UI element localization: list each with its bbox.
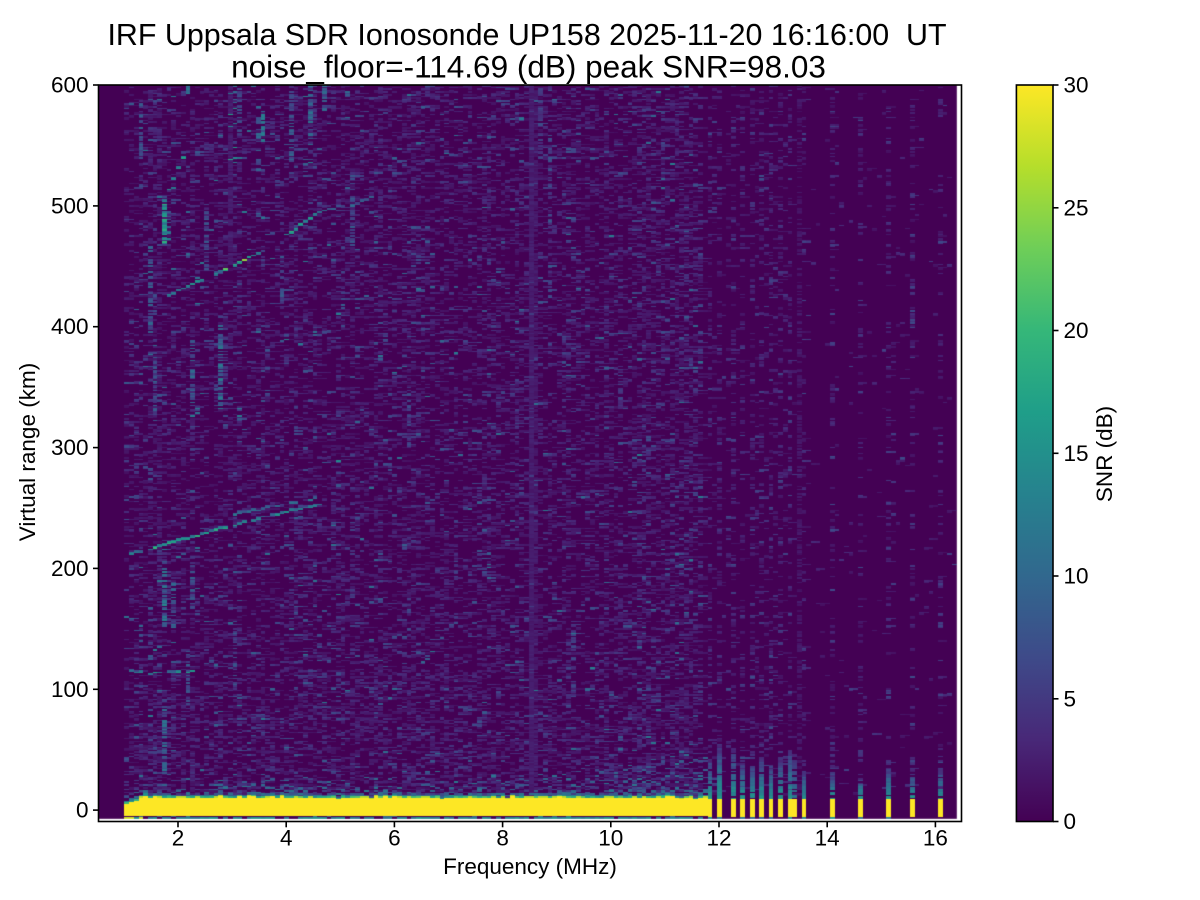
svg-text:IRF Uppsala SDR Ionosonde UP15: IRF Uppsala SDR Ionosonde UP158 2025-11-… bbox=[107, 18, 946, 52]
svg-text:10: 10 bbox=[1064, 564, 1089, 589]
svg-text:6: 6 bbox=[388, 826, 401, 851]
svg-text:12: 12 bbox=[706, 826, 731, 851]
svg-text:600: 600 bbox=[51, 73, 89, 98]
svg-text:2: 2 bbox=[172, 826, 185, 851]
svg-text:16: 16 bbox=[923, 826, 948, 851]
svg-text:100: 100 bbox=[51, 677, 89, 702]
svg-text:200: 200 bbox=[51, 556, 89, 581]
svg-text:14: 14 bbox=[815, 826, 840, 851]
svg-text:10: 10 bbox=[598, 826, 623, 851]
svg-text:500: 500 bbox=[51, 193, 89, 218]
svg-text:30: 30 bbox=[1064, 73, 1089, 98]
svg-text:5: 5 bbox=[1064, 686, 1077, 711]
svg-text:4: 4 bbox=[280, 826, 293, 851]
svg-text:Virtual range (km): Virtual range (km) bbox=[15, 363, 40, 541]
svg-text:0: 0 bbox=[1064, 809, 1077, 834]
svg-text:Frequency (MHz): Frequency (MHz) bbox=[443, 854, 617, 879]
svg-text:0: 0 bbox=[76, 798, 89, 823]
svg-text:15: 15 bbox=[1064, 441, 1089, 466]
svg-text:20: 20 bbox=[1064, 318, 1089, 343]
svg-text:noise_floor=-114.69 (dB) peak: noise_floor=-114.69 (dB) peak SNR=98.03 bbox=[231, 49, 826, 85]
svg-text:400: 400 bbox=[51, 314, 89, 339]
svg-text:SNR (dB): SNR (dB) bbox=[1092, 406, 1117, 502]
svg-text:25: 25 bbox=[1064, 195, 1089, 220]
svg-text:300: 300 bbox=[51, 435, 89, 460]
svg-text:8: 8 bbox=[496, 826, 509, 851]
